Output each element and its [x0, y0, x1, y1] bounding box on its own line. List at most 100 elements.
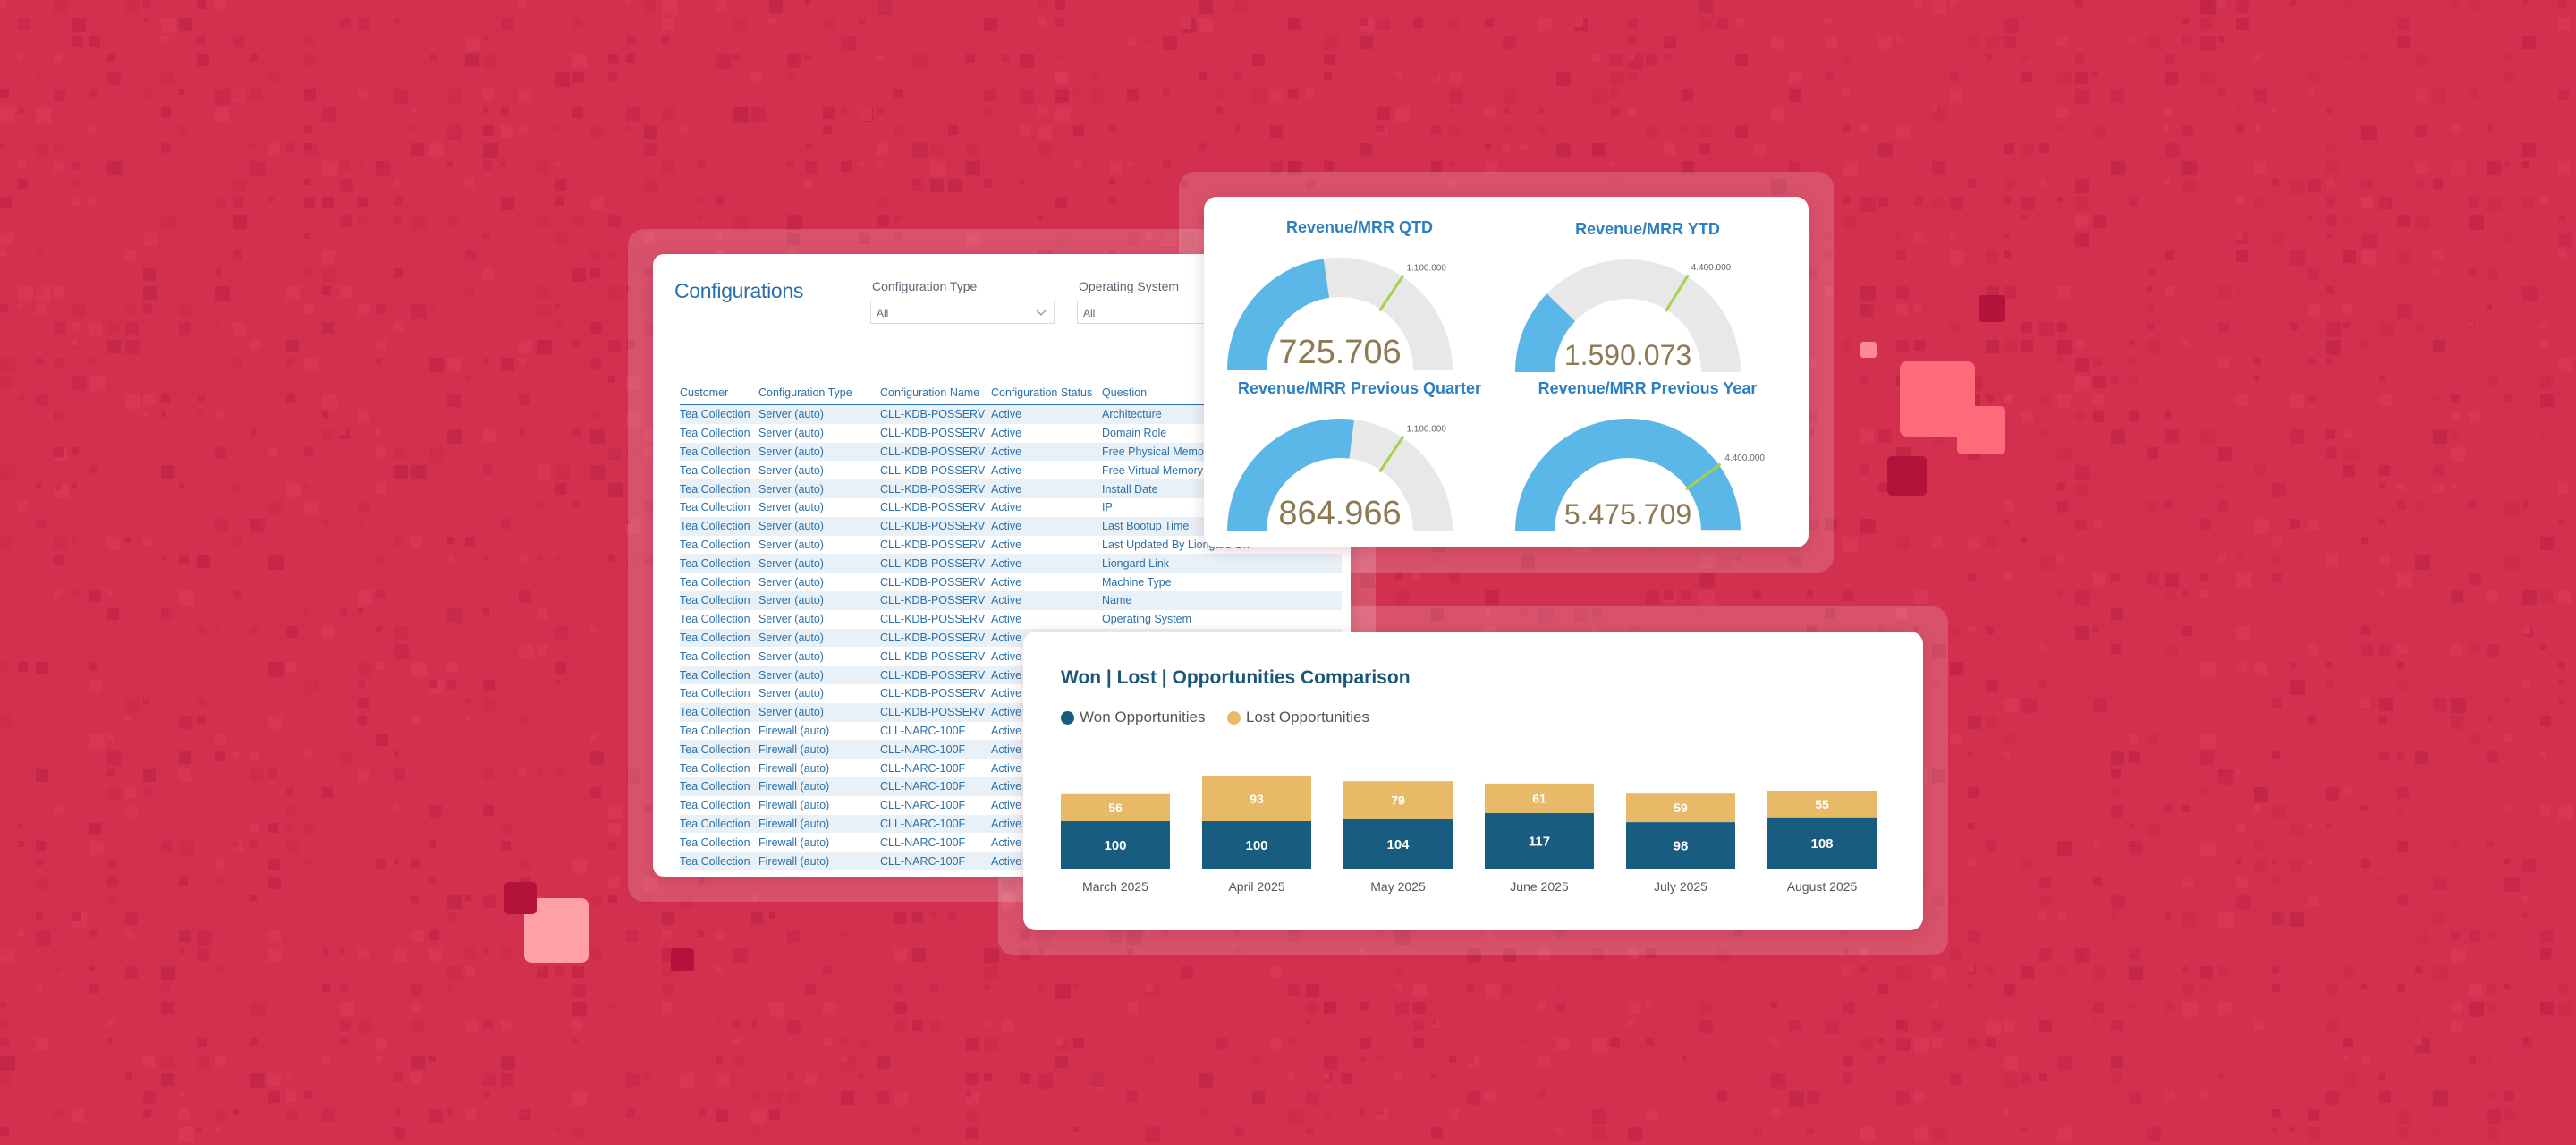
pattern-square	[143, 1109, 151, 1117]
pattern-square	[483, 608, 489, 615]
pattern-square	[286, 394, 295, 403]
pattern-square	[465, 1020, 478, 1032]
pattern-square	[1843, 161, 1858, 176]
pattern-square	[1199, 143, 1207, 151]
pattern-square	[215, 1127, 221, 1133]
pattern-square	[555, 322, 562, 329]
pattern-square	[2200, 590, 2207, 598]
pattern-square	[1449, 72, 1462, 84]
pattern-square	[36, 984, 43, 991]
bar-won[interactable]	[1202, 821, 1311, 869]
bar-lost[interactable]	[1485, 783, 1594, 813]
table-row[interactable]: Tea Collection Firewall (auto) CLL-NARC-10…	[680, 759, 1342, 777]
pattern-square	[2308, 394, 2316, 402]
table-row[interactable]: Tea Collection Firewall (auto) CLL-NARC-10…	[680, 796, 1342, 815]
pattern-square	[2540, 590, 2553, 603]
table-row[interactable]: Tea Collection Server (auto) CLL-KDB-POSSE…	[680, 590, 1342, 610]
pattern-square	[2039, 429, 2047, 437]
table-row[interactable]: Tea Collection Server (auto) CLL-KDB-POSSE…	[680, 610, 1342, 629]
pattern-square	[662, 984, 674, 996]
pattern-square	[733, 948, 748, 963]
pattern-square	[2111, 805, 2123, 818]
pattern-square	[304, 447, 313, 456]
gauge-revenue-0[interactable]: Revenue/MRR QTD 1.100.000 725.706	[1225, 218, 1512, 379]
pattern-square	[1503, 89, 1517, 104]
table-cell: Machine Type	[1102, 575, 1172, 589]
legend-lost[interactable]: Lost Opportunities	[1227, 708, 1369, 726]
pattern-square	[912, 948, 926, 962]
pattern-square	[340, 286, 352, 298]
table-row[interactable]: Tea Collection Server (auto) CLL-KDB-POSSE…	[680, 536, 1342, 555]
table-row[interactable]: Tea Collection Server (auto) CLL-KDB-POSSE…	[680, 424, 1342, 443]
table-row[interactable]: Tea Collection Server (auto) CLL-KDB-POSSE…	[680, 647, 1342, 666]
table-row[interactable]: Tea Collection Server (auto) CLL-KDB-POSSE…	[680, 684, 1342, 703]
gauge-revenue-3[interactable]: Revenue/MRR Previous Year 4.400.000 5.475.…	[1513, 379, 1800, 540]
column-header[interactable]: Customer	[680, 381, 758, 405]
bar-lost[interactable]	[1061, 793, 1170, 821]
bar-won[interactable]	[1626, 822, 1735, 869]
pattern-square	[2200, 572, 2208, 581]
table-row[interactable]: Tea Collection Server (auto) CLL-KDB-POSSE…	[680, 554, 1342, 573]
pattern-square	[2522, 0, 2528, 5]
bar-lost[interactable]	[1767, 790, 1877, 818]
pattern-square	[805, 0, 810, 5]
bar-lost[interactable]	[1202, 776, 1311, 821]
pattern-square	[572, 429, 581, 438]
pattern-square	[2343, 0, 2351, 7]
pattern-square	[429, 680, 437, 688]
table-row[interactable]: Tea Collection Server (auto) CLL-KDB-POSSE…	[680, 498, 1342, 517]
bar-won[interactable]	[1485, 812, 1594, 869]
pattern-square	[2254, 125, 2260, 131]
pattern-square	[2540, 340, 2549, 349]
table-row[interactable]: Tea Collection Server (auto) CLL-KDB-POSSE…	[680, 461, 1342, 479]
bar-won[interactable]	[1343, 818, 1453, 869]
bar-won[interactable]	[1767, 817, 1877, 869]
pattern-square	[716, 930, 724, 939]
pattern-square	[1109, 197, 1116, 204]
pattern-square	[322, 519, 329, 526]
pattern-square	[787, 1020, 801, 1034]
pattern-square	[18, 107, 24, 114]
pattern-square	[2075, 197, 2089, 211]
pattern-square	[966, 1091, 971, 1097]
pattern-square	[268, 197, 274, 202]
table-row[interactable]: Tea Collection Firewall (auto) CLL-NARC-10…	[680, 722, 1342, 741]
pattern-square	[2290, 429, 2304, 444]
pattern-square	[358, 662, 372, 676]
table-cell: CLL-KDB-POSSERV	[880, 613, 986, 626]
pattern-square	[179, 877, 188, 886]
pattern-square	[18, 501, 28, 511]
column-header[interactable]: Configuration Name	[880, 381, 991, 405]
configuration-type-dropdown[interactable]: All	[870, 301, 1055, 324]
pattern-square	[358, 716, 367, 725]
pattern-square	[1324, 72, 1332, 80]
table-row[interactable]: Tea Collection Server (auto) CLL-KDB-POSSE…	[680, 572, 1342, 591]
gauge-revenue-1[interactable]: Revenue/MRR YTD 4.400.000 1.590.073	[1513, 220, 1800, 381]
pattern-square	[2469, 411, 2480, 423]
pattern-square	[572, 215, 584, 226]
column-header[interactable]: Configuration Type	[758, 381, 880, 405]
pattern-square	[2129, 197, 2138, 206]
column-header[interactable]: Configuration Status	[991, 381, 1102, 405]
bar-won[interactable]	[1061, 821, 1170, 869]
pattern-square	[1843, 1002, 1855, 1014]
pattern-square	[2004, 286, 2016, 299]
table-row[interactable]: Tea Collection Firewall (auto) CLL-NARC-10…	[680, 833, 1342, 852]
pattern-square	[2397, 1127, 2409, 1139]
pattern-square	[0, 1020, 8, 1028]
legend-won[interactable]: Won Opportunities	[1061, 708, 1205, 726]
pattern-square	[2075, 376, 2090, 391]
pattern-square	[733, 1056, 744, 1066]
pattern-square	[1968, 751, 1973, 757]
bar-lost[interactable]	[1626, 793, 1735, 823]
pattern-square	[1807, 268, 1818, 279]
table-cell: CLL-NARC-100F	[880, 761, 966, 775]
bar-lost[interactable]	[1343, 781, 1453, 819]
gauge-revenue-2[interactable]: Revenue/MRR Previous Quarter 1.100.000 864…	[1225, 379, 1512, 540]
